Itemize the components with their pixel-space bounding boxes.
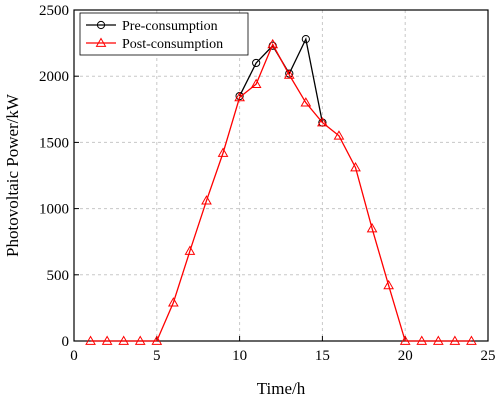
- data-point: [317, 117, 328, 127]
- data-point: [134, 335, 146, 345]
- data-point: [267, 38, 279, 49]
- data-point: [449, 335, 461, 345]
- axes: 0 5 10 15 20 25 0 500 1000 1500 2000 2500: [39, 3, 496, 364]
- y-tick-label: 1500: [39, 135, 69, 151]
- y-axis-title: Photovoltaic Power/kW: [3, 93, 22, 257]
- x-tick-label: 25: [481, 348, 496, 364]
- data-point: [118, 335, 130, 345]
- y-tick-label: 0: [62, 334, 70, 350]
- data-point: [383, 279, 395, 290]
- data-point: [167, 297, 179, 307]
- x-tick-label: 10: [232, 348, 247, 364]
- legend: Pre-consumption Post-consumption: [79, 12, 249, 56]
- data-point: [234, 91, 245, 102]
- y-tick-label: 2000: [39, 69, 69, 85]
- data-point: [366, 222, 378, 233]
- data-point: [250, 78, 262, 89]
- x-tick-label: 0: [70, 348, 78, 364]
- legend-label: Post-consumption: [122, 37, 223, 52]
- x-tick-label: 20: [398, 348, 413, 364]
- data-point: [300, 97, 312, 107]
- data-point: [432, 335, 444, 345]
- plot-frame: [73, 9, 489, 342]
- x-tick-label: 15: [315, 348, 330, 364]
- series-post-consumption: [85, 38, 477, 345]
- y-tick-label: 1000: [39, 202, 69, 218]
- series: [85, 35, 477, 345]
- legend-box: [79, 12, 249, 56]
- y-tick-label: 500: [47, 268, 70, 284]
- y-tick-label: 2500: [39, 3, 69, 19]
- data-point: [399, 335, 411, 345]
- x-tick-label: 5: [153, 348, 161, 364]
- data-point: [333, 130, 345, 140]
- data-point: [201, 195, 212, 205]
- legend-marker: [95, 37, 107, 47]
- legend-marker: [96, 20, 106, 30]
- x-axis-title: Time/h: [257, 379, 306, 398]
- legend-label: Pre-consumption: [122, 19, 218, 34]
- data-point: [466, 335, 477, 345]
- data-point: [85, 335, 96, 345]
- data-point: [101, 335, 113, 345]
- data-point: [184, 245, 196, 255]
- data-point: [350, 162, 361, 172]
- data-point: [217, 147, 229, 157]
- grid: [74, 10, 488, 341]
- data-point: [252, 58, 261, 68]
- data-point: [151, 335, 163, 345]
- data-point: [416, 335, 428, 345]
- data-point: [283, 69, 295, 79]
- data-point: [301, 35, 310, 44]
